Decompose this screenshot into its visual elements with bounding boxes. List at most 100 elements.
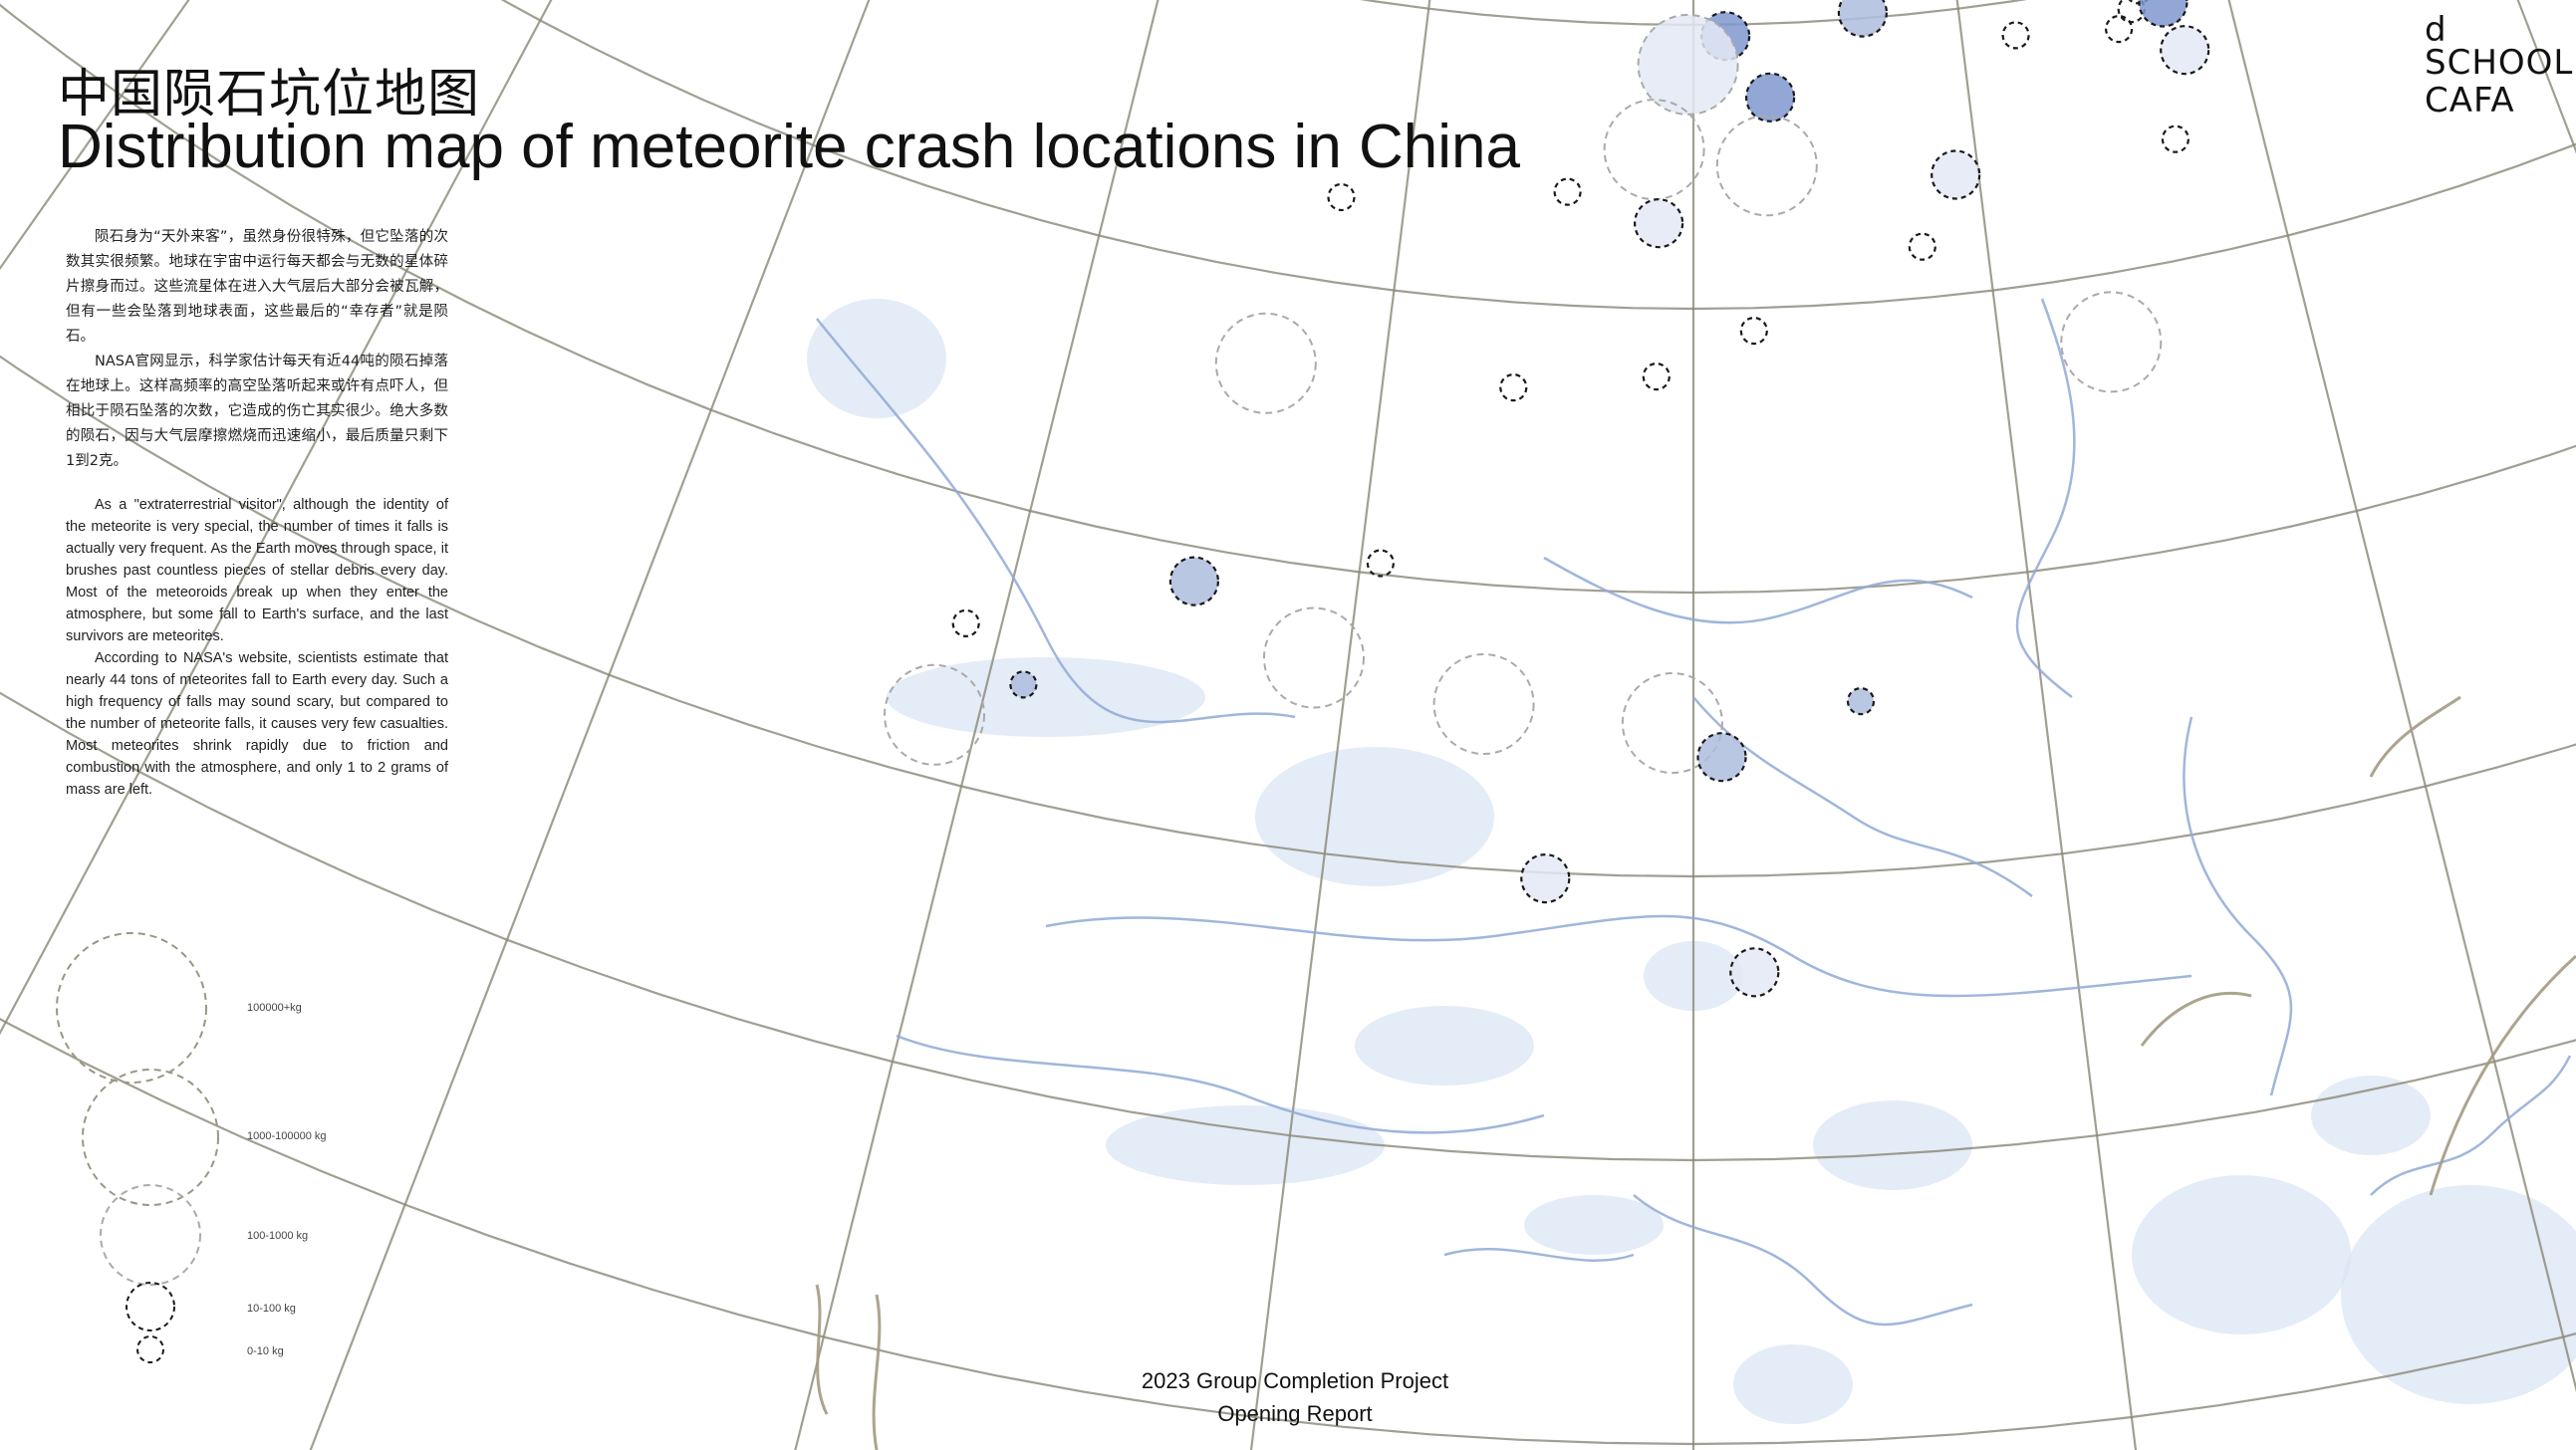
crash-site-t5 xyxy=(1009,670,1038,699)
legend-circle-t2 xyxy=(82,1069,219,1206)
crash-site-t4 xyxy=(1696,732,1747,783)
intro-paragraph-en-1: As a "extraterrestrial visitor", althoug… xyxy=(66,497,448,644)
logo-mark: d xyxy=(2425,10,2447,50)
footer: 2023 Group Completion Project Opening Re… xyxy=(1096,1364,1494,1430)
water-area-5 xyxy=(2132,1175,2351,1334)
water-area-2 xyxy=(887,657,1205,737)
crash-site-t3 xyxy=(1715,115,1818,217)
crash-site-t4 xyxy=(1744,72,1796,122)
crash-site-t5 xyxy=(1499,373,1528,402)
crash-site-t5 xyxy=(1908,232,1936,261)
river-0 xyxy=(816,318,1296,724)
meridian-line xyxy=(794,0,1159,1450)
river-1 xyxy=(1045,914,2192,998)
legend-circle-t3 xyxy=(100,1184,201,1286)
legend-label-10-100: 10-100 kg xyxy=(247,1303,296,1315)
coastline-4 xyxy=(815,1284,829,1415)
crash-site-t3 xyxy=(1432,653,1535,755)
crash-site-t4 xyxy=(1729,947,1780,998)
intro-text: 陨石身为“天外来客”，虽然身份很特殊，但它坠落的次数其实很频繁。地球在宇宙中运行… xyxy=(66,225,448,801)
river-7 xyxy=(2183,716,2293,1096)
logo-line-cafa: CAFA xyxy=(2425,81,2515,121)
meridian-line xyxy=(1470,0,2576,1257)
meridian-line xyxy=(1371,0,2576,172)
crash-site-t4 xyxy=(1168,556,1220,606)
parallel-line xyxy=(0,3,2576,595)
legend-label-1000-100000: 1000-100000 kg xyxy=(247,1130,327,1142)
meridian-line xyxy=(1249,0,1431,1450)
parallel-line xyxy=(1360,0,2027,27)
legend-label-100-1000: 100-1000 kg xyxy=(247,1230,309,1242)
water-area-1 xyxy=(1355,1006,1534,1086)
legend-label-0-10: 0-10 kg xyxy=(247,1345,284,1357)
river-3 xyxy=(1633,1194,1973,1327)
meridian-line xyxy=(0,0,553,1036)
meridian-line xyxy=(1400,0,2576,577)
river-5 xyxy=(1543,556,1973,624)
page-title-chinese: 中国陨石坑位地图 xyxy=(58,65,481,124)
river-9 xyxy=(2370,1055,2572,1196)
water-area-8 xyxy=(1733,1344,1853,1424)
crash-site-t5 xyxy=(2105,15,2134,44)
river-2 xyxy=(896,1034,1545,1134)
meridian-line xyxy=(309,0,871,1450)
crash-site-t3 xyxy=(1621,672,1723,774)
crash-site-t5 xyxy=(951,608,980,638)
footer-line-1: 2023 Group Completion Project xyxy=(1141,1368,1449,1393)
crash-site-t4 xyxy=(1633,198,1684,249)
intro-paragraph-zh-2: NASA官网显示，科学家估计每天有近44吨的陨石掉落在地球上。这样高频率的高空坠… xyxy=(66,354,448,469)
water-area-11 xyxy=(2311,1076,2431,1155)
coastline-2 xyxy=(2369,695,2461,778)
crash-site-t5 xyxy=(1846,686,1876,716)
crash-site-t3 xyxy=(1214,312,1317,414)
river-4 xyxy=(1692,696,2033,898)
water-area-10 xyxy=(1524,1195,1664,1255)
size-legend xyxy=(56,932,219,1363)
crash-site-t3 xyxy=(2060,291,2163,393)
logo-line-school: SCHOOL xyxy=(2425,43,2574,83)
crash-site-t5 xyxy=(2161,124,2190,153)
water-area-0 xyxy=(1255,747,1494,886)
legend-circle-t5 xyxy=(136,1335,164,1363)
parallel-line xyxy=(0,691,2576,1162)
crash-site-t4 xyxy=(1837,0,1888,38)
crash-site-t5 xyxy=(1642,362,1671,391)
legend-label-100000-plus: 100000+kg xyxy=(247,1002,302,1014)
water-area-4 xyxy=(1813,1100,1972,1190)
water-area-6 xyxy=(2341,1185,2576,1404)
school-logo: d SCHOOL CAFA xyxy=(2425,10,2574,121)
parallel-line xyxy=(0,355,2576,878)
parallel-line xyxy=(500,0,2576,311)
page-title-english: Distribution map of meteorite crash loca… xyxy=(58,113,1521,181)
coastline xyxy=(815,695,2576,1450)
legend-circle-t4 xyxy=(126,1282,175,1331)
water-bodies xyxy=(807,299,2576,1424)
crash-site-t5 xyxy=(1739,317,1768,346)
intro-paragraph-zh-1: 陨石身为“天外来客”，虽然身份很特殊，但它坠落的次数其实很频繁。地球在宇宙中运行… xyxy=(66,229,448,345)
crash-site-t4 xyxy=(2160,25,2210,76)
crash-site-t4 xyxy=(1931,149,1981,200)
coastline-3 xyxy=(872,1294,882,1450)
coastline-0 xyxy=(2429,954,2576,1196)
crash-site-t5 xyxy=(1366,549,1396,578)
river-6 xyxy=(2015,298,2076,698)
meridian-line xyxy=(1433,0,2576,939)
footer-line-2: Opening Report xyxy=(1217,1401,1373,1426)
intro-paragraph-en-2: According to NASA's website, scientists … xyxy=(66,650,448,798)
meridian-line xyxy=(1955,0,2138,1450)
crash-site-t5 xyxy=(1327,182,1356,212)
rivers xyxy=(816,298,2572,1327)
crash-site-t5 xyxy=(2001,21,2030,50)
water-area-7 xyxy=(1106,1105,1385,1185)
crash-site-t4 xyxy=(1520,852,1571,904)
crash-site-t3 xyxy=(1263,606,1365,709)
legend-circle-t1 xyxy=(56,932,207,1084)
coastline-1 xyxy=(2140,991,2252,1047)
crash-site-t3 xyxy=(1637,13,1739,116)
water-area-3 xyxy=(807,299,946,418)
crash-site-t3 xyxy=(1603,99,1705,201)
meridian-line xyxy=(2227,0,2576,1393)
